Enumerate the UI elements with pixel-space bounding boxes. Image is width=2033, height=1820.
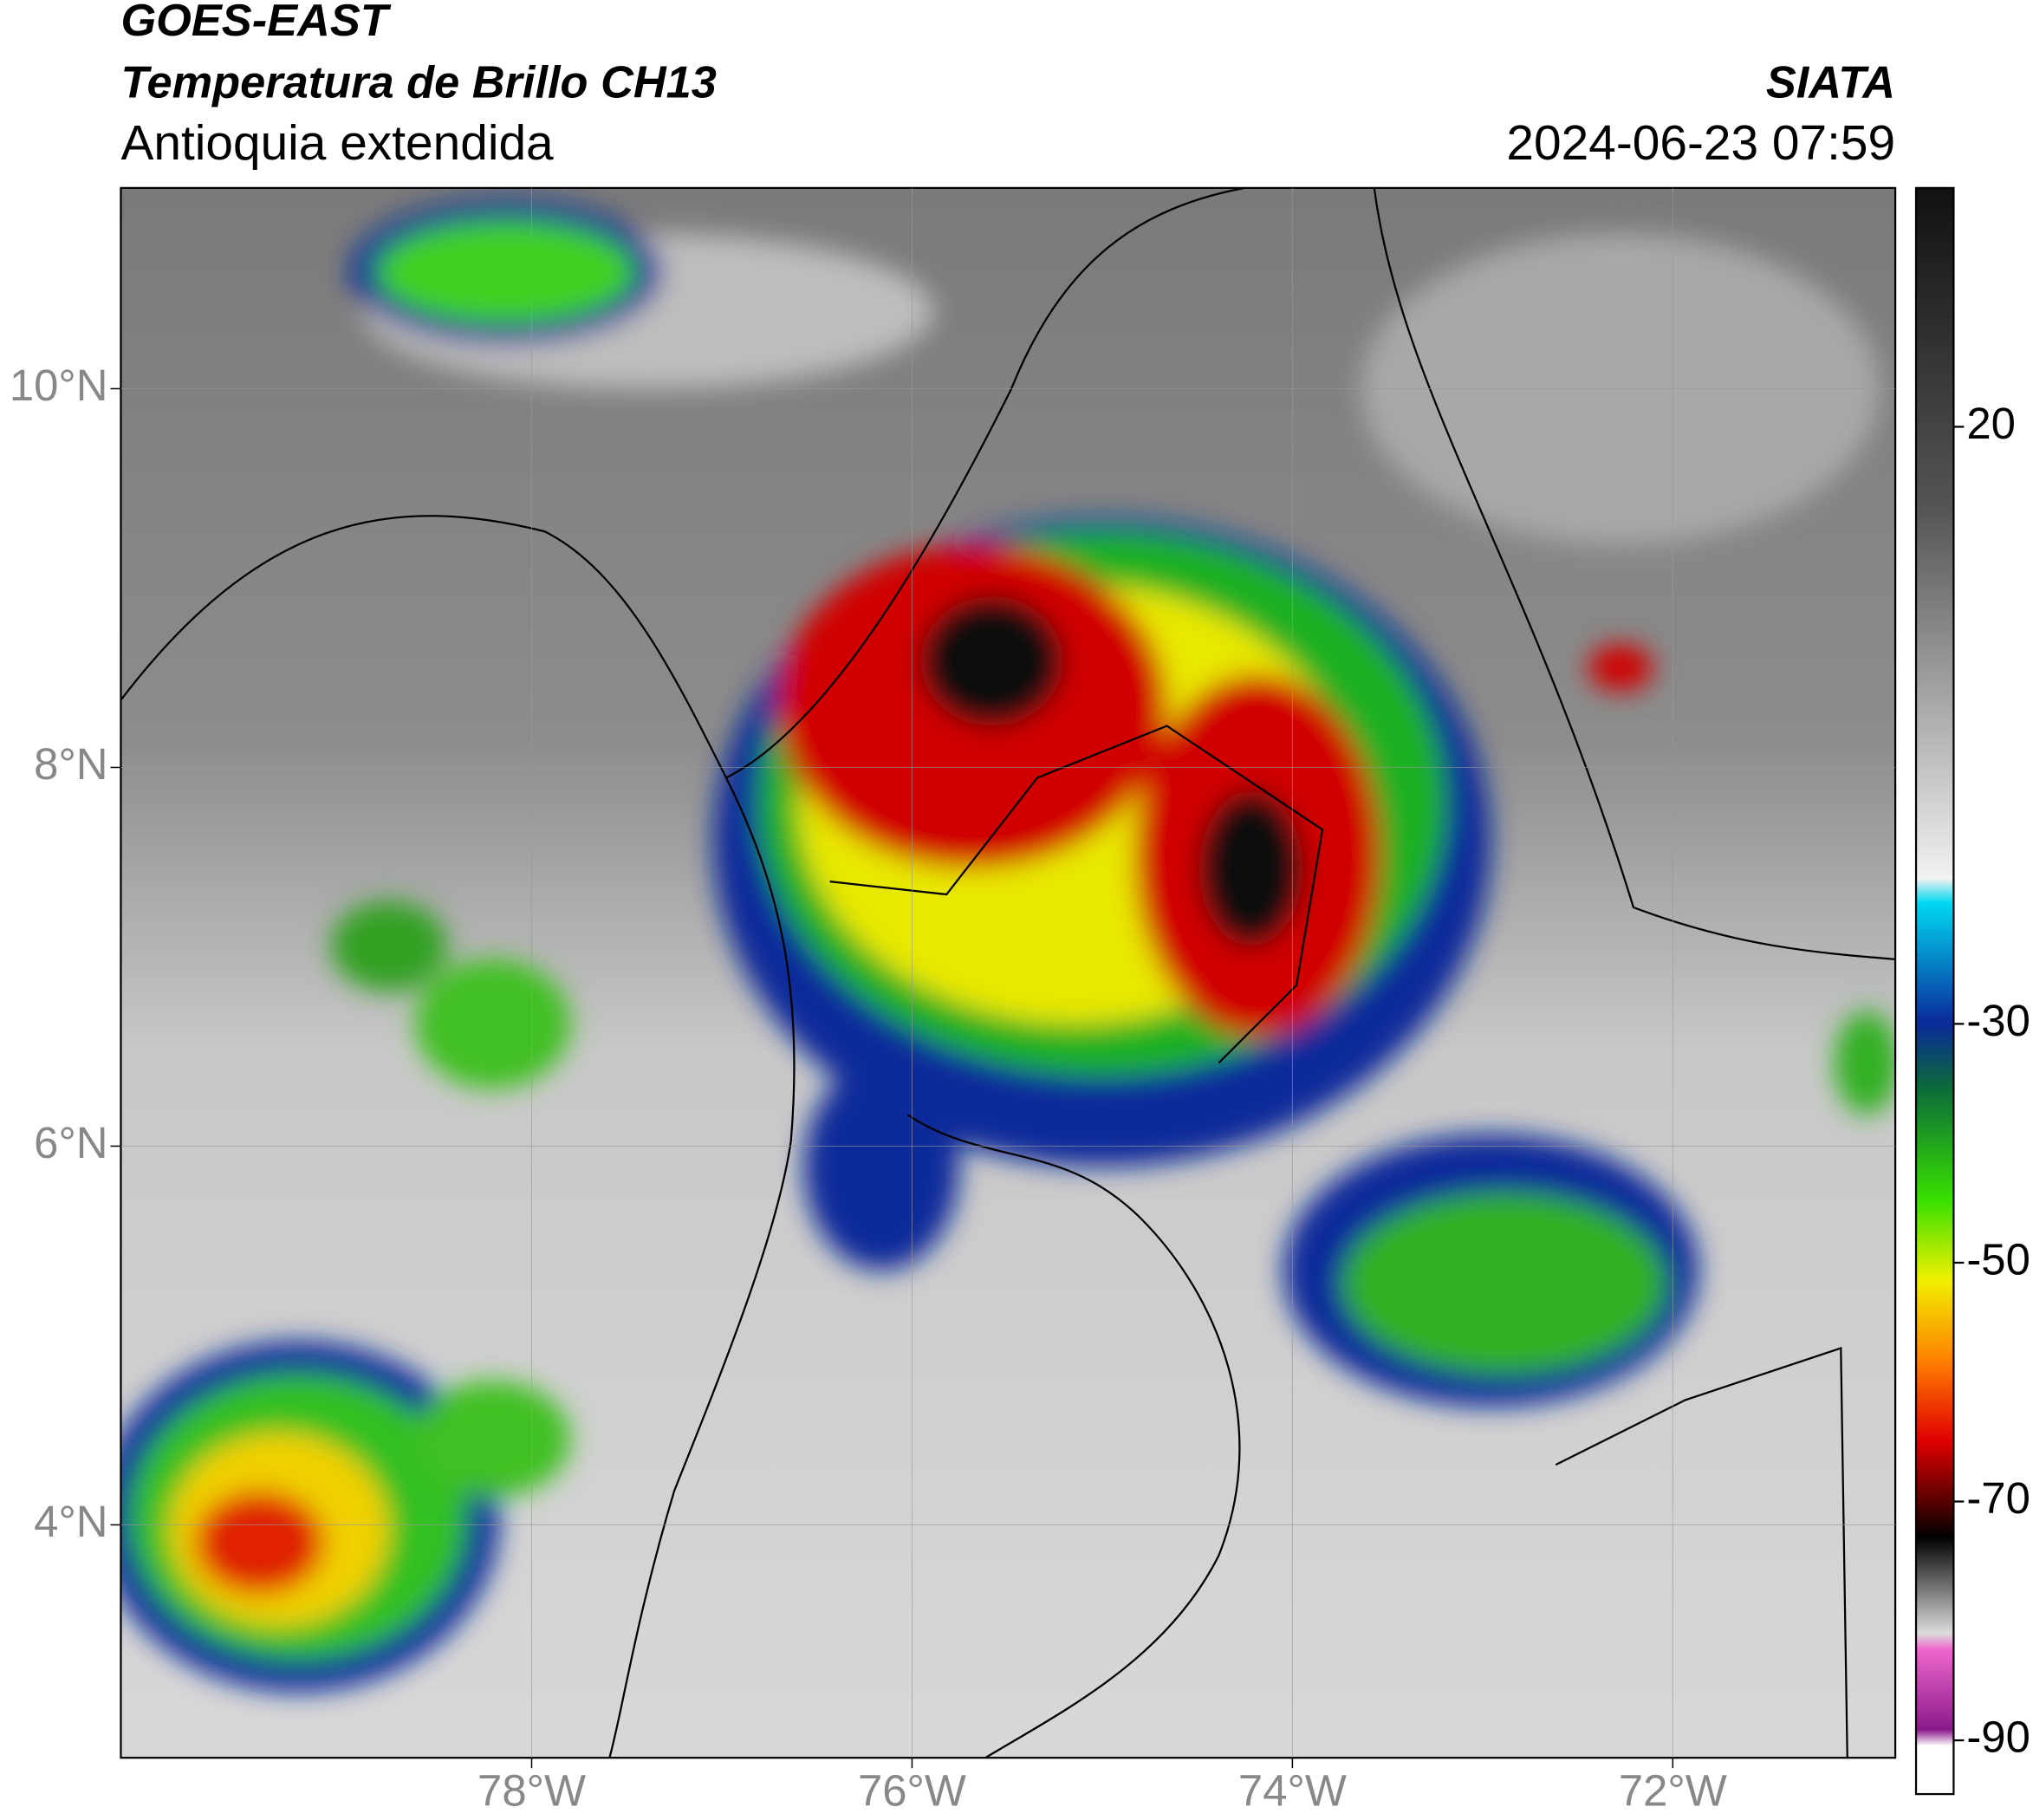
- satellite-image: [120, 187, 1896, 1758]
- y-tick-label: 8°N: [34, 739, 107, 789]
- y-tick-label: 4°N: [34, 1497, 107, 1546]
- colorbar: [1914, 186, 1955, 1796]
- x-tick-label: 78°W: [477, 1766, 586, 1816]
- x-tick-label: 76°W: [858, 1766, 966, 1816]
- title: GOES-EAST: [120, 0, 391, 46]
- y-tick-label: 10°N: [10, 361, 108, 410]
- subtitle: Temperatura de Brillo CH13: [120, 58, 716, 108]
- region: Antioquia extendida: [120, 116, 554, 171]
- colorbar-tick-label: 20: [1966, 399, 2016, 448]
- colorbar-tick-label: -70: [1966, 1473, 2030, 1523]
- colorbar-tick-label: -50: [1966, 1234, 2030, 1284]
- colorbar-tick-label: -30: [1966, 996, 2030, 1045]
- colorbar-tick-label: -90: [1966, 1713, 2030, 1762]
- map-frame: [120, 186, 1897, 1759]
- datetime: 2024-06-23 07:59: [1506, 116, 1895, 171]
- x-tick-label: 72°W: [1619, 1766, 1727, 1816]
- source: SIATA: [1766, 58, 1895, 108]
- x-tick-label: 74°W: [1238, 1766, 1347, 1816]
- y-tick-label: 6°N: [34, 1118, 107, 1167]
